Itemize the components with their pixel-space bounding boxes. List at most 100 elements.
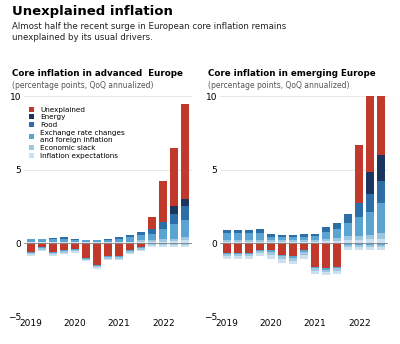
Bar <box>93 241 101 243</box>
Bar <box>267 234 275 237</box>
Bar <box>333 243 341 267</box>
Bar <box>71 239 79 240</box>
Bar <box>366 235 374 239</box>
Text: Unexplained inflation: Unexplained inflation <box>12 5 173 18</box>
Bar <box>115 243 123 256</box>
Bar <box>159 243 167 244</box>
Bar <box>289 235 297 237</box>
Bar <box>93 266 101 267</box>
Bar <box>377 233 385 239</box>
Bar <box>366 194 374 212</box>
Bar <box>137 241 145 243</box>
Bar <box>234 243 242 254</box>
Bar <box>377 247 385 250</box>
Bar <box>300 243 308 250</box>
Bar <box>38 250 46 251</box>
Bar <box>49 254 57 256</box>
Bar <box>126 252 134 254</box>
Bar <box>159 222 167 229</box>
Bar <box>223 230 231 233</box>
Bar <box>278 255 286 256</box>
Bar <box>49 238 57 239</box>
Text: Almost half the recent surge in European core inflation remains
unexplained by i: Almost half the recent surge in European… <box>12 22 286 42</box>
Bar <box>148 217 156 229</box>
Bar <box>278 243 286 255</box>
Bar <box>256 229 264 233</box>
Bar <box>126 243 134 250</box>
Bar <box>60 237 68 239</box>
Bar <box>333 271 341 274</box>
Bar <box>278 235 286 237</box>
Bar <box>311 240 319 241</box>
Bar <box>82 258 90 260</box>
Bar <box>366 62 374 172</box>
Bar <box>234 256 242 259</box>
Bar <box>300 241 308 243</box>
Bar <box>234 254 242 256</box>
Bar <box>366 243 374 245</box>
Bar <box>322 227 330 232</box>
Bar <box>245 241 253 243</box>
Bar <box>159 181 167 222</box>
Bar <box>322 232 330 239</box>
Bar <box>137 250 145 251</box>
Bar <box>289 256 297 258</box>
Bar <box>300 237 308 240</box>
Bar <box>355 145 363 203</box>
Bar <box>256 241 264 243</box>
Bar <box>278 259 286 263</box>
Bar <box>300 250 308 252</box>
Bar <box>267 250 275 252</box>
Bar <box>355 217 363 236</box>
Bar <box>159 241 167 243</box>
Bar <box>311 271 319 274</box>
Bar <box>333 267 341 268</box>
Bar <box>245 254 253 256</box>
Bar <box>115 239 123 241</box>
Bar <box>333 241 341 243</box>
Bar <box>322 269 330 272</box>
Bar <box>60 250 68 251</box>
Bar <box>60 252 68 254</box>
Bar <box>289 243 297 256</box>
Bar <box>289 261 297 265</box>
Bar <box>377 243 385 245</box>
Bar <box>366 172 374 194</box>
Bar <box>137 235 145 240</box>
Bar <box>148 241 156 243</box>
Bar <box>170 214 178 224</box>
Bar <box>256 251 264 254</box>
Bar <box>93 243 101 265</box>
Bar <box>245 230 253 233</box>
Bar <box>300 255 308 258</box>
Bar <box>115 241 123 243</box>
Bar <box>223 256 231 259</box>
Bar <box>170 241 178 243</box>
Bar <box>377 245 385 247</box>
Bar <box>234 230 242 233</box>
Bar <box>355 236 363 240</box>
Bar <box>126 241 134 243</box>
Bar <box>82 240 90 241</box>
Bar <box>289 258 297 261</box>
Bar <box>38 248 46 250</box>
Bar <box>38 241 46 243</box>
Bar <box>126 237 134 241</box>
Bar <box>344 214 352 223</box>
Bar <box>82 243 90 258</box>
Bar <box>71 240 79 241</box>
Bar <box>148 234 156 240</box>
Bar <box>82 241 90 243</box>
Bar <box>267 255 275 258</box>
Bar <box>170 148 178 206</box>
Bar <box>181 206 189 219</box>
Bar <box>38 243 46 247</box>
Bar <box>333 223 341 229</box>
Bar <box>333 229 341 238</box>
Bar <box>104 256 112 257</box>
Bar <box>278 241 286 243</box>
Bar <box>366 247 374 250</box>
Bar <box>115 256 123 257</box>
Bar <box>355 203 363 217</box>
Bar <box>115 257 123 258</box>
